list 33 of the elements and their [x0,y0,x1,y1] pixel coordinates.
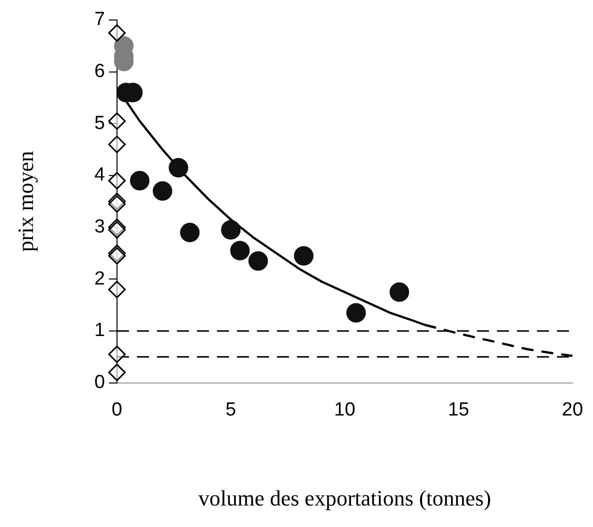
point [108,280,126,298]
point [130,170,150,190]
y-tick-label: 6 [94,61,105,82]
x-tick-label: 0 [112,399,122,420]
point [168,158,188,178]
x-tick-label: 15 [448,399,470,420]
y-tick-label: 0 [94,372,105,394]
point [108,247,126,265]
point [108,136,126,154]
x-tick-label: 10 [334,399,356,420]
point [108,364,126,382]
point [294,246,314,266]
x-axis-title: volume des exportations (tonnes) [198,486,492,511]
y-tick-label: 3 [94,216,105,238]
point [390,282,410,302]
y-tick-label: 2 [94,268,105,290]
y-tick-label: 1 [94,320,105,342]
point [230,240,250,260]
point [346,303,366,323]
point [108,24,126,42]
x-tick-label: 5 [226,399,236,420]
point [108,172,126,190]
y-tick-label: 5 [94,112,105,134]
point [152,181,172,201]
point [248,251,268,271]
y-tick-label: 7 [94,9,105,30]
x-tick-label: 20 [562,399,584,420]
point [180,222,200,242]
point [108,346,126,364]
point [108,112,126,130]
y-tick-label: 4 [94,164,106,186]
point [221,220,241,240]
y-axis-title: prix moyen [12,150,38,252]
